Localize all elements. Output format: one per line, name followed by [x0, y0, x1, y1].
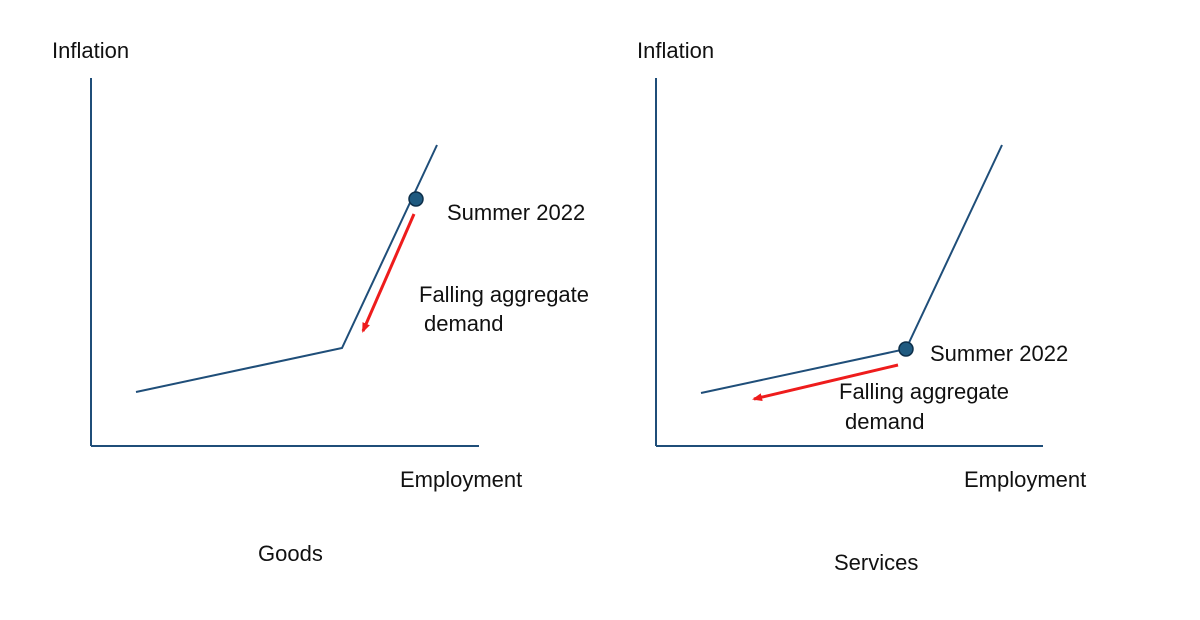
services-point-label: Summer 2022: [930, 341, 1068, 366]
services-x-axis-label: Employment: [964, 467, 1086, 492]
goods-x-axis-label: Employment: [400, 467, 522, 492]
services-summer-2022-marker: [898, 341, 914, 357]
services-arrow-label-line2: demand: [845, 409, 925, 434]
services-caption: Services: [834, 550, 918, 575]
goods-arrow-label-line2: demand: [424, 311, 504, 336]
goods-panel: Inflation Summer 2022 Falling aggregate …: [52, 38, 589, 566]
services-falling-demand-arrow: [752, 363, 899, 402]
services-y-axis-label: Inflation: [637, 38, 714, 63]
goods-summer-2022-marker: [408, 191, 424, 207]
goods-arrow-label-line1: Falling aggregate: [419, 282, 589, 307]
goods-caption: Goods: [258, 541, 323, 566]
goods-y-axis-label: Inflation: [52, 38, 129, 63]
services-panel: Inflation Summer 2022 Falling aggregate …: [637, 38, 1086, 575]
services-arrow-label-line1: Falling aggregate: [839, 379, 1009, 404]
goods-supply-curve: [135, 144, 438, 393]
goods-falling-demand-arrow: [361, 213, 416, 333]
goods-point-label: Summer 2022: [447, 200, 585, 225]
